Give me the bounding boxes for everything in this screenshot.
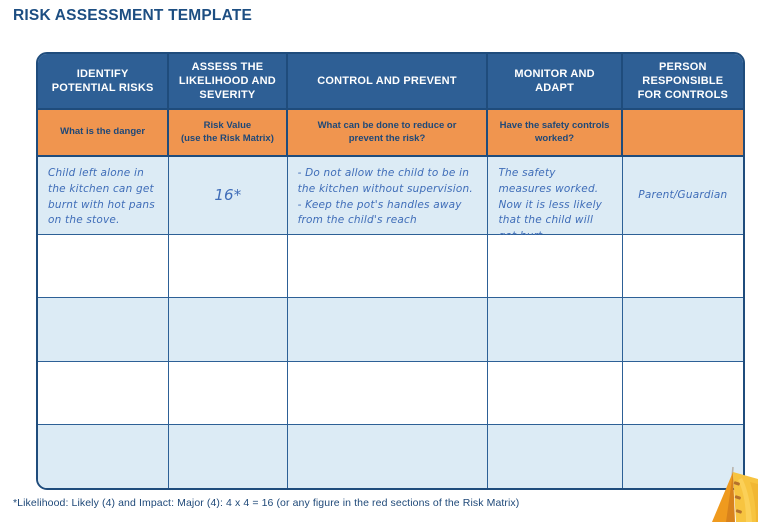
empty-cell [169,298,288,362]
empty-cell [622,298,743,362]
empty-cell [38,424,170,488]
cell-monitor-adapt-value: The safety measures worked. Now it is le… [488,157,623,242]
column-header-monitor-adapt: MONITOR AND ADAPT [488,54,623,110]
cell-person-responsible-value: Parent/Guardian [622,157,743,235]
empty-cell [488,424,623,488]
column-subheader-controls-worked: Have the safety controls worked? [488,110,623,157]
empty-cell [622,361,743,425]
empty-cell [38,361,170,425]
empty-cell [169,361,288,425]
empty-cell [622,235,743,299]
column-header-identify-risks: IDENTIFY POTENTIAL RISKS [38,54,170,110]
empty-cell [287,424,489,488]
empty-cell [38,298,170,362]
empty-cell [488,235,623,299]
empty-cell [287,235,489,299]
column-header-person-responsible: PERSON RESPONSIBLE FOR CONTROLS [622,54,743,110]
empty-cell [169,424,288,488]
empty-cell [488,361,623,425]
empty-cell [38,235,170,299]
column-subheader-empty [622,110,743,157]
column-subheader-danger: What is the danger [38,110,170,157]
risk-assessment-table: IDENTIFY POTENTIAL RISKS ASSESS THE LIKE… [36,52,745,490]
column-header-assess-likelihood: ASSESS THE LIKELIHOOD AND SEVERITY [169,54,288,110]
cell-risk-value: 16* [169,157,288,235]
empty-cell [488,298,623,362]
tent-icon [692,466,758,522]
empty-cell [287,361,489,425]
column-header-control-prevent: CONTROL AND PREVENT [287,54,489,110]
empty-cell [287,298,489,362]
page-title: RISK ASSESSMENT TEMPLATE [13,7,253,24]
column-subheader-risk-value: Risk Value (use the Risk Matrix) [169,110,288,157]
likelihood-footnote: *Likelihood: Likely (4) and Impact: Majo… [13,497,520,509]
empty-cell [622,424,743,488]
column-subheader-reduce-risk: What can be done to reduce or prevent th… [287,110,489,157]
empty-cell [169,235,288,299]
cell-control-prevent-value: - Do not allow the child to be in the ki… [287,157,489,235]
cell-danger-value: Child left alone in the kitchen can get … [38,157,170,235]
